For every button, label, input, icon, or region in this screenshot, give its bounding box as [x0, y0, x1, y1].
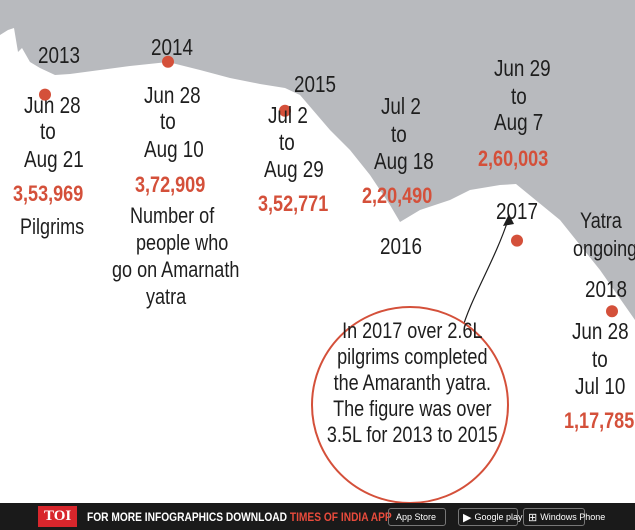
callout-line-3: the Amaranth yatra.	[333, 370, 492, 395]
google-play-label: Google play	[474, 512, 523, 522]
period-2016-end: Aug 18	[374, 148, 434, 174]
google-play-icon: ▶	[463, 511, 472, 524]
period-2013-end: Aug 21	[24, 146, 84, 172]
windows-phone-label: Windows Phone	[540, 512, 606, 522]
year-2015-label: 2015	[294, 71, 336, 97]
period-2017-end: Aug 7	[494, 109, 544, 135]
value-2016-label: 2,20,490	[362, 183, 433, 208]
value-2018-label: 1,17,785	[564, 408, 635, 433]
callout-line-1: In 2017 over 2.6L	[342, 318, 483, 343]
period-2013-start: Jun 28	[24, 92, 81, 118]
period-2018-to: to	[592, 346, 608, 372]
annotation-callout-text: In 2017 over 2.6L pilgrims completed the…	[318, 318, 507, 448]
status-2018-line1: Yatra	[580, 208, 622, 233]
value-2017-label: 2,60,003	[478, 146, 549, 171]
windows-icon: ⊞	[528, 511, 538, 524]
callout-arrowhead	[503, 214, 514, 226]
year-2013-label: 2013	[38, 42, 80, 68]
value-2015-label: 3,52,771	[258, 191, 329, 216]
toi-logo[interactable]: TOI	[38, 506, 78, 527]
callout-line-4: The figure was over	[333, 396, 492, 421]
year-2014-label: 2014	[151, 34, 193, 60]
period-2016-to: to	[391, 121, 407, 147]
callout-line-5: 3.5L for 2013 to 2015	[326, 422, 498, 447]
callout-line-2: pilgrims completed	[337, 344, 488, 369]
windows-phone-badge[interactable]: ⊞ Windows Phone	[523, 508, 605, 526]
data-point-2013	[39, 88, 51, 101]
data-point-2018	[606, 305, 618, 318]
period-2016-start: Jul 2	[381, 93, 421, 119]
period-2018-end: Jul 10	[575, 373, 626, 399]
year-2016-label: 2016	[380, 233, 422, 259]
period-2015-to: to	[279, 129, 295, 155]
year-2017-label: 2017	[496, 198, 538, 224]
data-point-2014	[162, 55, 174, 68]
period-2015-start: Jul 2	[268, 102, 308, 128]
period-2014-start: Jun 28	[144, 82, 201, 108]
google-play-badge[interactable]: ▶ Google play	[458, 508, 523, 526]
footer-app-name[interactable]: TIMES OF INDIA APP	[290, 509, 392, 524]
callout-connector	[461, 219, 509, 331]
period-2017-start: Jun 29	[494, 55, 551, 81]
period-2018-start: Jun 28	[572, 318, 629, 344]
value-2014-label: 3,72,909	[135, 172, 206, 197]
chart-area: 2013 Jun 28 to Aug 21 3,53,969 Pilgrims …	[0, 0, 635, 504]
period-2014-to: to	[160, 108, 176, 134]
app-store-badge[interactable]: App Store	[388, 508, 446, 526]
note-2014-line4: yatra	[146, 284, 187, 309]
footer-promo-text: FOR MORE INFOGRAPHICS DOWNLOAD TIMES OF …	[87, 510, 392, 524]
app-store-label: App Store	[396, 512, 437, 522]
period-2017-to: to	[511, 83, 527, 109]
data-point-2015	[279, 104, 291, 117]
note-2014-line2: people who	[136, 230, 229, 255]
period-2014-end: Aug 10	[144, 136, 204, 162]
status-2018-line2: ongoing	[573, 236, 635, 261]
year-2018-label: 2018	[585, 276, 627, 302]
period-2013-to: to	[40, 118, 56, 144]
note-2013: Pilgrims	[20, 214, 85, 239]
note-2014-line1: Number of	[130, 203, 215, 228]
mountain-silhouette	[0, 0, 635, 320]
note-2014-line3: go on Amarnath	[112, 257, 240, 282]
period-2015-end: Aug 29	[264, 156, 324, 182]
value-2013-label: 3,53,969	[13, 181, 84, 206]
footer-text: FOR MORE INFOGRAPHICS DOWNLOAD	[87, 509, 288, 524]
data-point-2017	[511, 234, 523, 247]
annotation-callout-circle	[311, 306, 509, 504]
